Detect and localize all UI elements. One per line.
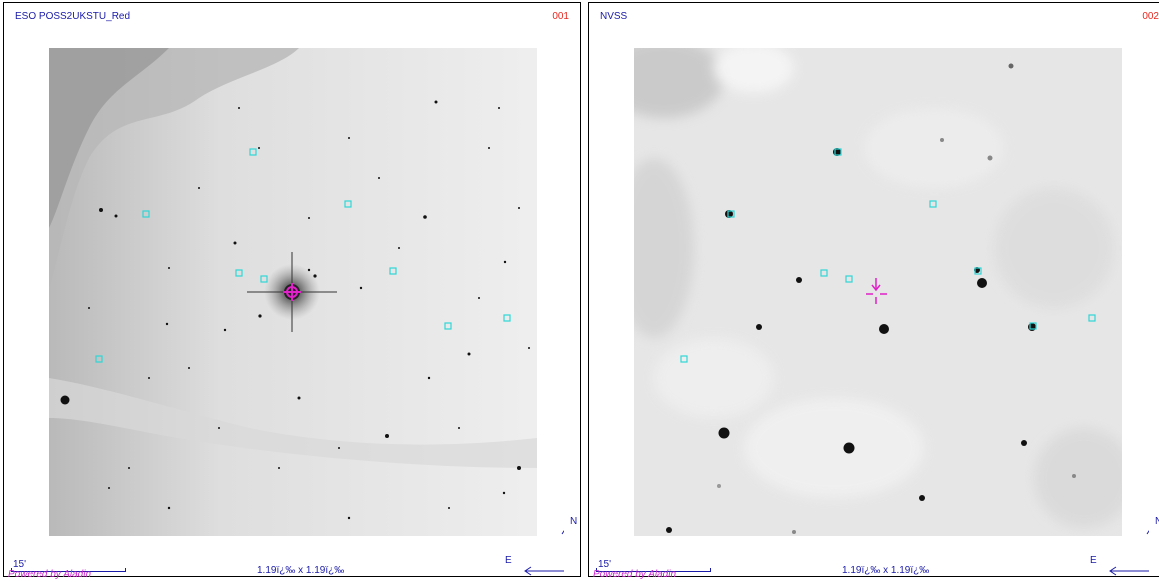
compass-north-label: N — [570, 516, 578, 527]
compass: N E — [504, 515, 577, 577]
view-panel-1[interactable]: ESO POSS2UKSTU_Red 001 — [3, 2, 581, 580]
fov-label: 1.19ï¿‰ x 1.19ï¿‰ — [257, 565, 345, 576]
compass-east-label: E — [1090, 555, 1097, 566]
compass-east-label: E — [505, 555, 512, 566]
compass: N E — [1089, 515, 1159, 577]
compass-arrows-icon — [524, 527, 571, 576]
scale-label: 15' — [13, 559, 27, 570]
panel-number: 001 — [552, 11, 569, 22]
compass-north-label: N — [1155, 516, 1159, 527]
powered-by-label: Powered by Aladin — [593, 569, 677, 580]
sky-image-optical[interactable] — [49, 48, 537, 536]
view-panel-2[interactable]: NVSS 002 — [588, 2, 1159, 580]
survey-label: ESO POSS2UKSTU_Red — [15, 11, 131, 22]
compass-arrows-icon — [1109, 527, 1156, 576]
catalog-markers — [95, 148, 511, 363]
scale-bar — [596, 568, 711, 572]
scale-label: 15' — [598, 559, 612, 570]
powered-by-label: Powered by Aladin — [8, 569, 92, 580]
scale-bar — [11, 568, 126, 572]
fov-label: 1.19ï¿‰ x 1.19ï¿‰ — [842, 565, 930, 576]
star-field — [60, 100, 530, 520]
sky-image-radio[interactable] — [634, 48, 1122, 536]
bright-star — [247, 252, 337, 332]
radio-sources — [666, 63, 1076, 534]
crosshair-icon — [866, 278, 887, 304]
panel-number: 002 — [1142, 11, 1159, 22]
survey-label: NVSS — [600, 11, 628, 22]
catalog-markers — [680, 148, 1096, 363]
